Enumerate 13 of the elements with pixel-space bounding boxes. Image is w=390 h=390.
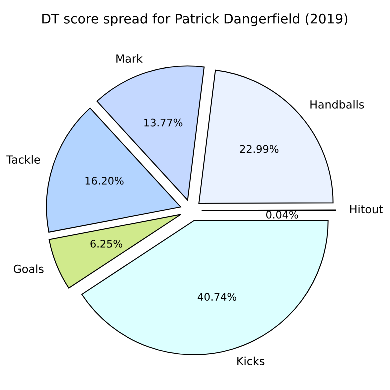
data-label: 6.25% <box>90 240 123 248</box>
slice-label: Hitout <box>350 205 384 214</box>
data-label: 16.20% <box>86 177 124 185</box>
data-label: 13.77% <box>144 118 183 127</box>
data-label: 22.99% <box>240 145 279 154</box>
slice-label: Goals <box>14 264 44 274</box>
data-label: 0.04% <box>266 210 298 219</box>
data-label: 40.74% <box>198 293 237 302</box>
slice-label: Tackle <box>6 155 40 164</box>
slice-label: Handballs <box>310 100 364 109</box>
slice-label: Kicks <box>238 356 265 366</box>
chart-title: DT score spread for Patrick Dangerfield (2019) <box>42 14 348 26</box>
slice-label: Mark <box>116 54 143 64</box>
